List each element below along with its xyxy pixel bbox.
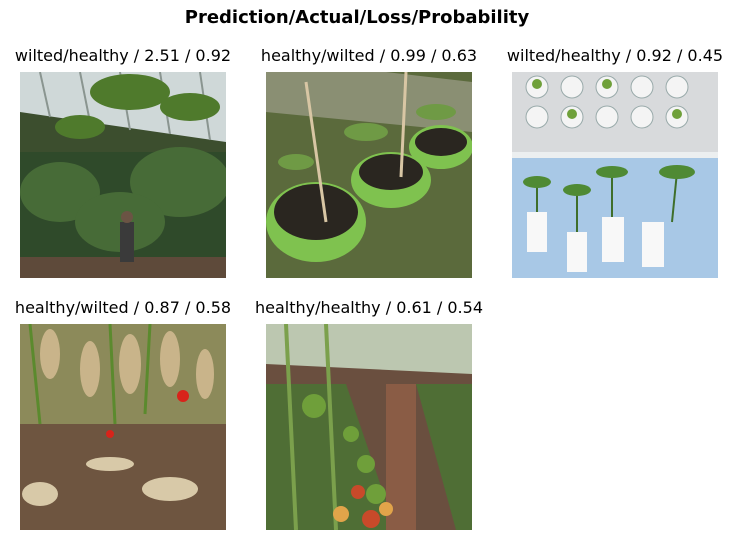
panel-5-title: healthy/healthy / 0.61 / 0.54: [255, 298, 483, 317]
figure-title: Prediction/Actual/Loss/Probability: [184, 7, 530, 28]
panel-3-title: wilted/healthy / 0.92 / 0.45: [506, 46, 724, 65]
panel-1-image: [20, 72, 226, 278]
panel-1-title: wilted/healthy / 2.51 / 0.92: [14, 46, 232, 65]
panel-2-image: [266, 72, 472, 278]
panel-5-image: [266, 324, 472, 530]
panel-4-title: healthy/wilted / 0.87 / 0.58: [14, 298, 232, 317]
panel-2-title: healthy/wilted / 0.99 / 0.63: [260, 46, 478, 65]
panel-4-image: [20, 324, 226, 530]
panel-3-image: [512, 72, 718, 278]
